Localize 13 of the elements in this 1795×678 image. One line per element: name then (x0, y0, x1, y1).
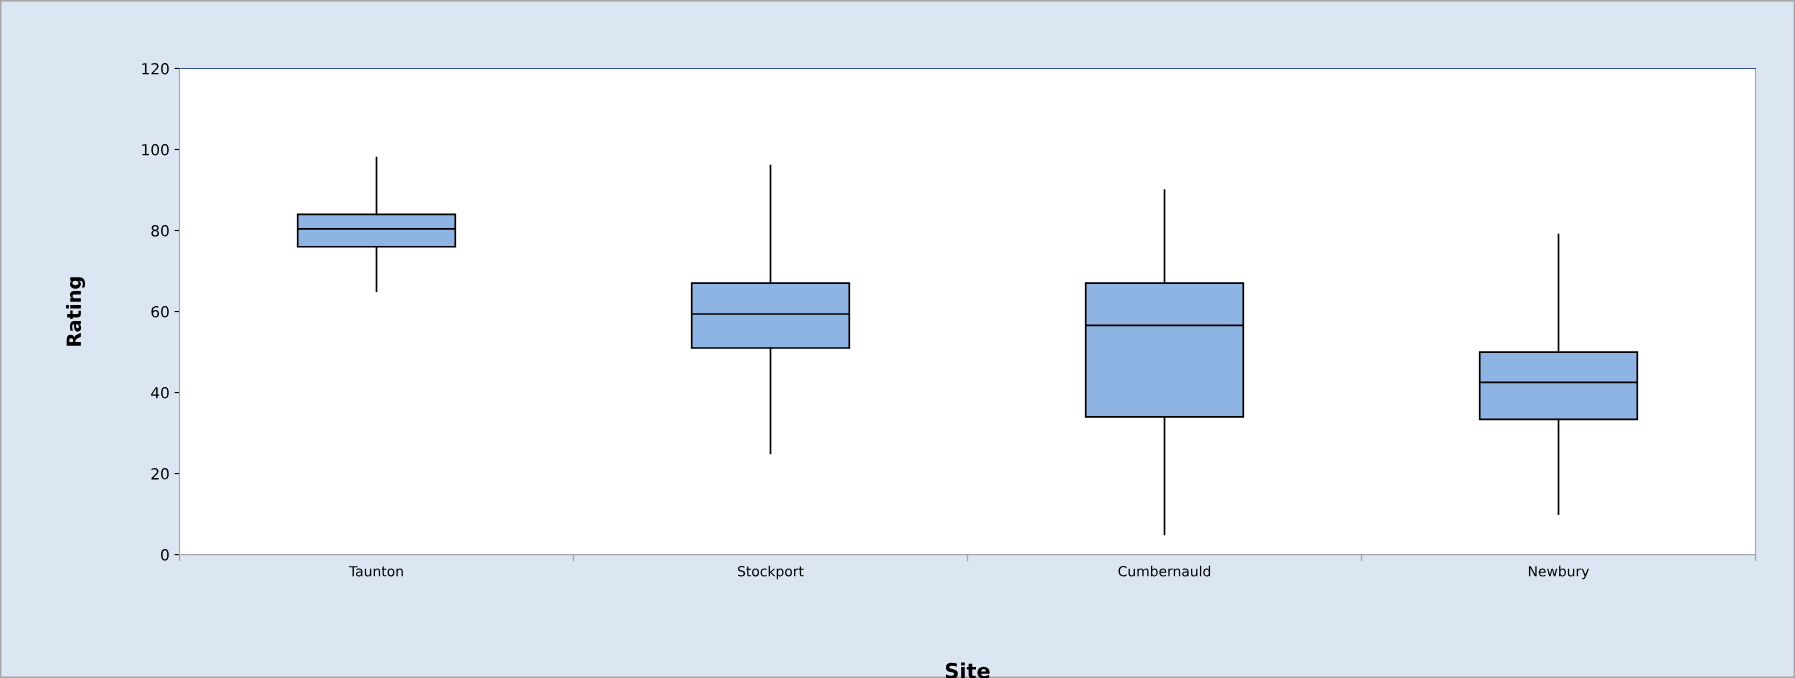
x-tick-label: Cumbernauld (1118, 565, 1211, 577)
x-tick-label: Taunton (348, 566, 403, 577)
y-tick-label: 0 (161, 549, 169, 561)
x-tick-label: Stockport (737, 565, 804, 580)
y-tick-label: 60 (151, 306, 169, 318)
y-tick-label: 40 (151, 387, 169, 399)
y-tick-label: 100 (142, 143, 169, 156)
y-tick-label: 80 (151, 224, 169, 237)
y-axis-title: Rating (66, 277, 86, 346)
y-tick-label: 20 (151, 468, 169, 480)
x-axis-title: Site (945, 662, 990, 678)
y-tick-label: 120 (142, 62, 169, 75)
x-tick-label: Newbury (1528, 565, 1590, 580)
